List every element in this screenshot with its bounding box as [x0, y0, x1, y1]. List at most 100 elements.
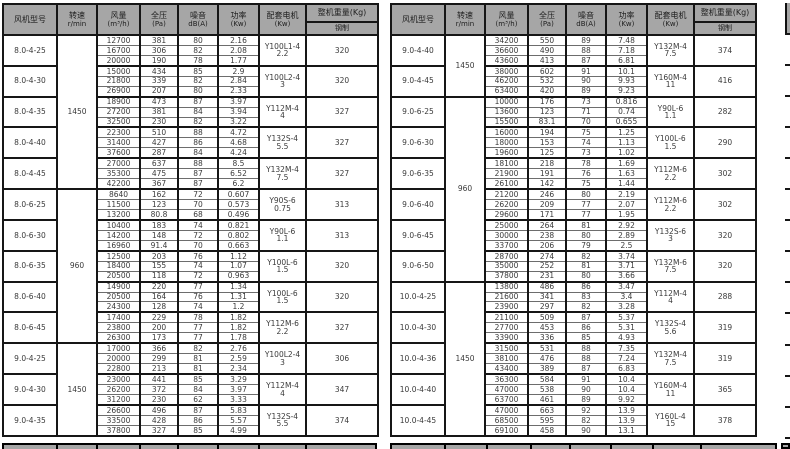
spec-row: 42200 367 87 6.2 [3, 178, 378, 191]
volume-cell: 18900 [96, 95, 141, 108]
fan-spec-table-right: 风机型号 转速 r/min 风量 (m³/h) 全压 (Pa) 噪音 dB(A) 功率 (Kw) 配套… [390, 3, 757, 438]
power-cell: 1.34 [217, 280, 260, 293]
pressure-cell: 206 [527, 239, 567, 252]
noise-cell: 72 [177, 229, 219, 241]
adjacent-table-edge-bottom [781, 443, 790, 449]
noise-cell: 70 [177, 199, 219, 210]
adjacent-table-border-tick [785, 126, 790, 129]
volume-cell: 11500 [96, 199, 141, 210]
noise-cell: 87 [177, 168, 219, 180]
spec-row: 22800 213 81 2.34 [3, 363, 378, 376]
next-table-header-cell [444, 443, 486, 449]
noise-cell: 84 [177, 384, 219, 395]
spec-row: 26900 207 80 2.33 [3, 85, 378, 98]
pressure-cell: 176 [527, 95, 567, 108]
spec-row: 15500 83.1 70 0.655 [391, 116, 756, 129]
volume-cell: 27700 [484, 322, 529, 334]
spec-row: 33500 428 86 5.57 [3, 414, 378, 426]
adjacent-table-border-tick [785, 281, 790, 284]
model-cell: 9.0-6-50 [390, 249, 446, 283]
motor-cell: Y112M-6 2.2 [646, 188, 695, 221]
weight-cell: 282 [693, 95, 757, 129]
pressure-cell: 128 [139, 301, 179, 314]
spec-row: 24300 128 74 1.2 [3, 301, 378, 314]
pressure-cell: 246 [527, 188, 567, 201]
weight-cell: 320 [305, 249, 379, 283]
power-cell: 1.95 [605, 208, 648, 222]
model-cell: 8.0-4-35 [2, 95, 58, 129]
next-table-header-cell [305, 443, 377, 449]
volume-cell: 23000 [96, 373, 141, 386]
power-cell: 1.31 [217, 291, 260, 303]
next-table-header-cell [700, 443, 777, 449]
noise-cell: 85 [177, 424, 219, 437]
volume-cell: 36300 [484, 373, 529, 386]
noise-cell: 85 [177, 373, 219, 386]
spec-row: 26200 372 84 3.97 [3, 384, 378, 395]
motor-cell: Y90L-6 1.1 [646, 95, 695, 129]
noise-cell: 81 [565, 218, 607, 231]
noise-cell: 75 [565, 178, 607, 191]
power-cell: 1.44 [605, 178, 648, 191]
power-cell: 4.24 [217, 147, 260, 160]
spec-row: 23900 297 82 3.28 [391, 301, 756, 314]
noise-cell: 87 [177, 403, 219, 416]
speed-cell: 1450 [444, 34, 486, 98]
spec-row: 20500 118 72 0.963 [3, 270, 378, 283]
pressure-cell: 490 [527, 44, 567, 56]
volume-cell: 37600 [96, 147, 141, 160]
power-cell: 0.663 [217, 239, 260, 252]
power-cell: 2.89 [605, 229, 648, 241]
volume-cell: 20000 [96, 353, 141, 365]
pressure-cell: 229 [139, 311, 179, 324]
volume-cell: 43400 [484, 363, 529, 376]
noise-cell: 82 [565, 414, 607, 426]
volume-cell: 15500 [484, 116, 529, 129]
noise-cell: 81 [177, 353, 219, 365]
volume-cell: 63400 [484, 85, 529, 98]
spec-row: 8.0-4-45 27000 637 88 8.5 Y132M-4 7.5 327 [2, 157, 379, 191]
power-cell: 0.816 [605, 95, 648, 108]
volume-cell: 37800 [96, 424, 141, 437]
weight-cell: 347 [305, 373, 379, 406]
motor-cell: Y100L2-4 3 [258, 64, 307, 98]
volume-cell: 23800 [96, 322, 141, 334]
noise-cell: 90 [565, 75, 607, 87]
motor-cell: Y100L-6 1.5 [258, 249, 307, 283]
power-cell: 9.23 [605, 85, 648, 98]
volume-cell: 31400 [96, 137, 141, 149]
volume-cell: 28700 [484, 249, 529, 262]
spec-row: 8.0-6-35 12500 203 76 1.12 Y100L-6 1.5 320 [2, 249, 379, 283]
adjacent-table-border-tick [785, 95, 790, 98]
power-cell: 0.607 [217, 188, 260, 201]
noise-cell: 86 [565, 280, 607, 293]
noise-cell: 91 [565, 373, 607, 386]
power-cell: 3.29 [217, 373, 260, 386]
volume-cell: 26600 [96, 403, 141, 416]
motor-cell: Y160L-4 15 [646, 403, 695, 438]
pressure-cell: 367 [139, 178, 179, 191]
header-noise: 噪音 dB(A) [565, 3, 607, 36]
next-table-header-strip-right [390, 443, 777, 449]
pressure-cell: 207 [139, 85, 179, 98]
spec-row: 20500 164 76 1.31 [3, 291, 378, 303]
model-cell: 9.0-4-45 [390, 64, 446, 98]
model-cell: 10.0-4-36 [390, 342, 446, 376]
weight-cell: 327 [305, 311, 379, 345]
volume-cell: 38000 [484, 64, 529, 77]
power-cell: 3.74 [605, 249, 648, 262]
power-cell: 13.9 [605, 414, 648, 426]
volume-cell: 16960 [96, 239, 141, 252]
speed-cell: 1450 [56, 342, 98, 437]
next-table-header-cell [652, 443, 700, 449]
next-table-header-cell [56, 443, 96, 449]
power-cell: 1.2 [217, 301, 260, 314]
spec-row: 26200 209 77 2.07 [391, 199, 756, 210]
power-cell: 0.655 [605, 116, 648, 129]
power-cell: 1.82 [217, 311, 260, 324]
model-cell: 8.0-6-30 [2, 218, 58, 252]
next-table-header-cell [96, 443, 139, 449]
weight-cell: 313 [305, 188, 379, 221]
volume-cell: 8640 [96, 188, 141, 201]
header-power: 功率 (Kw) [217, 3, 260, 36]
